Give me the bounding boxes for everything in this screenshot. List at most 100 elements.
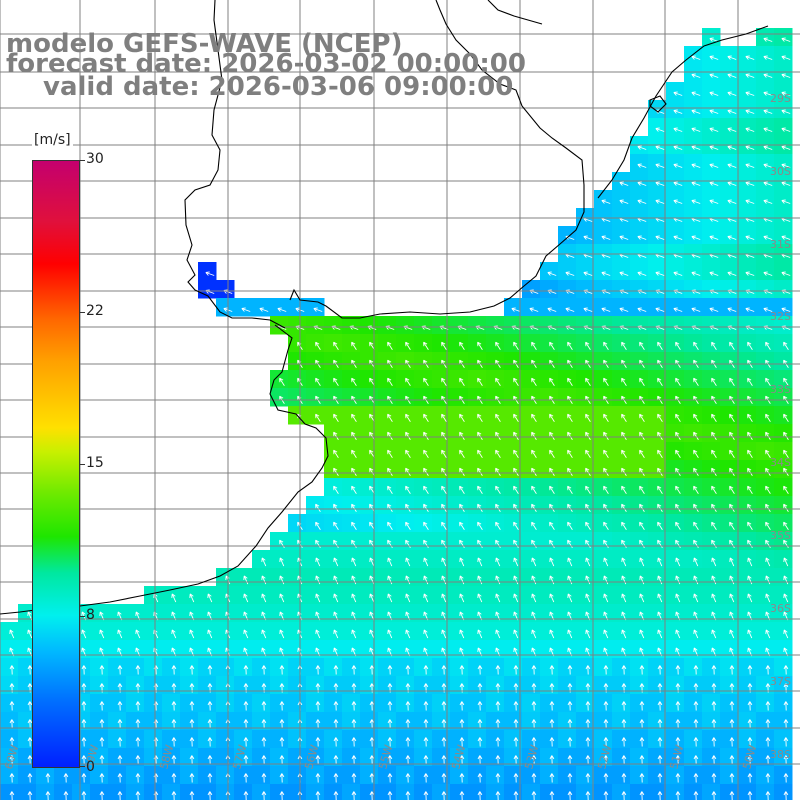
field-cell <box>666 748 685 767</box>
field-cell <box>756 100 775 119</box>
field-cell <box>252 676 271 695</box>
field-cell <box>648 748 667 767</box>
field-cell <box>414 604 433 623</box>
field-cell <box>630 154 649 173</box>
field-cell <box>648 280 667 299</box>
field-cell <box>144 586 163 605</box>
field-cell <box>0 640 19 659</box>
field-cell <box>414 640 433 659</box>
field-cell <box>684 190 703 209</box>
wind-arrow <box>709 127 719 132</box>
field-cell <box>306 766 325 785</box>
wind-arrow <box>675 773 681 783</box>
field-cell <box>594 586 613 605</box>
wind-arrow <box>495 521 501 531</box>
wind-arrow <box>477 557 483 567</box>
wind-arrow <box>549 377 555 387</box>
wind-arrow <box>351 791 357 800</box>
wind-arrow <box>441 449 447 459</box>
field-cell <box>756 748 775 767</box>
wind-arrow <box>673 73 683 78</box>
wind-arrow <box>765 737 771 747</box>
coastline-segment <box>0 324 329 615</box>
field-cell <box>90 622 109 641</box>
wind-arrow <box>673 181 683 186</box>
wind-arrow <box>691 73 701 78</box>
wind-arrow <box>531 503 537 513</box>
field-cell <box>180 640 199 659</box>
field-cell <box>468 730 487 749</box>
field-cell <box>324 784 343 800</box>
lat-label: 37S <box>770 675 791 688</box>
field-cell <box>378 586 397 605</box>
wind-arrow <box>783 575 789 585</box>
field-cell <box>720 190 739 209</box>
field-cell <box>576 640 595 659</box>
wind-arrow <box>765 485 771 495</box>
field-cell <box>108 712 127 731</box>
wind-arrow <box>763 163 773 168</box>
wind-arrow <box>729 467 735 477</box>
field-cell <box>270 586 289 605</box>
wind-arrow <box>781 73 791 78</box>
field-cell <box>720 550 739 569</box>
lat-label: 36S <box>770 602 791 615</box>
wind-arrow <box>243 701 249 711</box>
field-cell <box>396 658 415 677</box>
field-cell <box>468 316 487 335</box>
wind-arrow <box>531 701 537 711</box>
wind-arrow <box>693 791 699 800</box>
field-cell <box>432 658 451 677</box>
field-cell <box>288 316 307 335</box>
wind-arrow <box>765 431 771 441</box>
field-cell <box>594 208 613 227</box>
wind-arrow <box>531 737 537 747</box>
field-cell <box>396 550 415 569</box>
wind-arrow <box>27 737 33 747</box>
field-cell <box>486 730 505 749</box>
field-cell <box>180 622 199 641</box>
field-cell <box>198 730 217 749</box>
wind-arrow <box>639 341 645 351</box>
wind-arrow <box>639 593 645 603</box>
lon-label: 57W <box>230 743 249 771</box>
wind-arrow <box>531 341 537 351</box>
wind-arrow <box>387 791 393 800</box>
field-cell <box>108 622 127 641</box>
wind-arrow <box>585 521 591 531</box>
wind-arrow <box>657 773 663 783</box>
wind-arrow <box>783 701 789 711</box>
wind-arrow <box>513 737 519 747</box>
field-cell <box>414 748 433 767</box>
wind-arrow <box>765 557 771 567</box>
wind-arrow <box>765 755 771 765</box>
field-cell <box>306 622 325 641</box>
wind-arrow <box>675 503 681 513</box>
field-cell <box>486 658 505 677</box>
wind-arrow <box>9 737 15 747</box>
field-cell <box>774 262 793 281</box>
field-cell <box>234 730 253 749</box>
wind-arrow <box>261 701 267 711</box>
wind-arrow <box>387 521 393 531</box>
wind-arrow <box>369 575 375 585</box>
field-cell <box>360 676 379 695</box>
lat-label: 35S <box>770 529 791 542</box>
field-cell <box>702 766 721 785</box>
wind-arrow <box>729 737 735 747</box>
field-cell <box>522 280 541 299</box>
wind-arrow <box>765 701 771 711</box>
wind-arrow <box>765 413 771 423</box>
field-cell <box>666 694 685 713</box>
field-cell <box>738 712 757 731</box>
field-cell <box>540 784 559 800</box>
wind-arrow <box>549 521 555 531</box>
field-cell <box>666 766 685 785</box>
wind-arrow <box>729 413 735 423</box>
field-cell <box>702 64 721 83</box>
field-cell <box>612 190 631 209</box>
field-cell <box>648 550 667 569</box>
field-cell <box>108 604 127 623</box>
wind-arrow <box>583 271 593 276</box>
field-cell <box>216 280 235 299</box>
